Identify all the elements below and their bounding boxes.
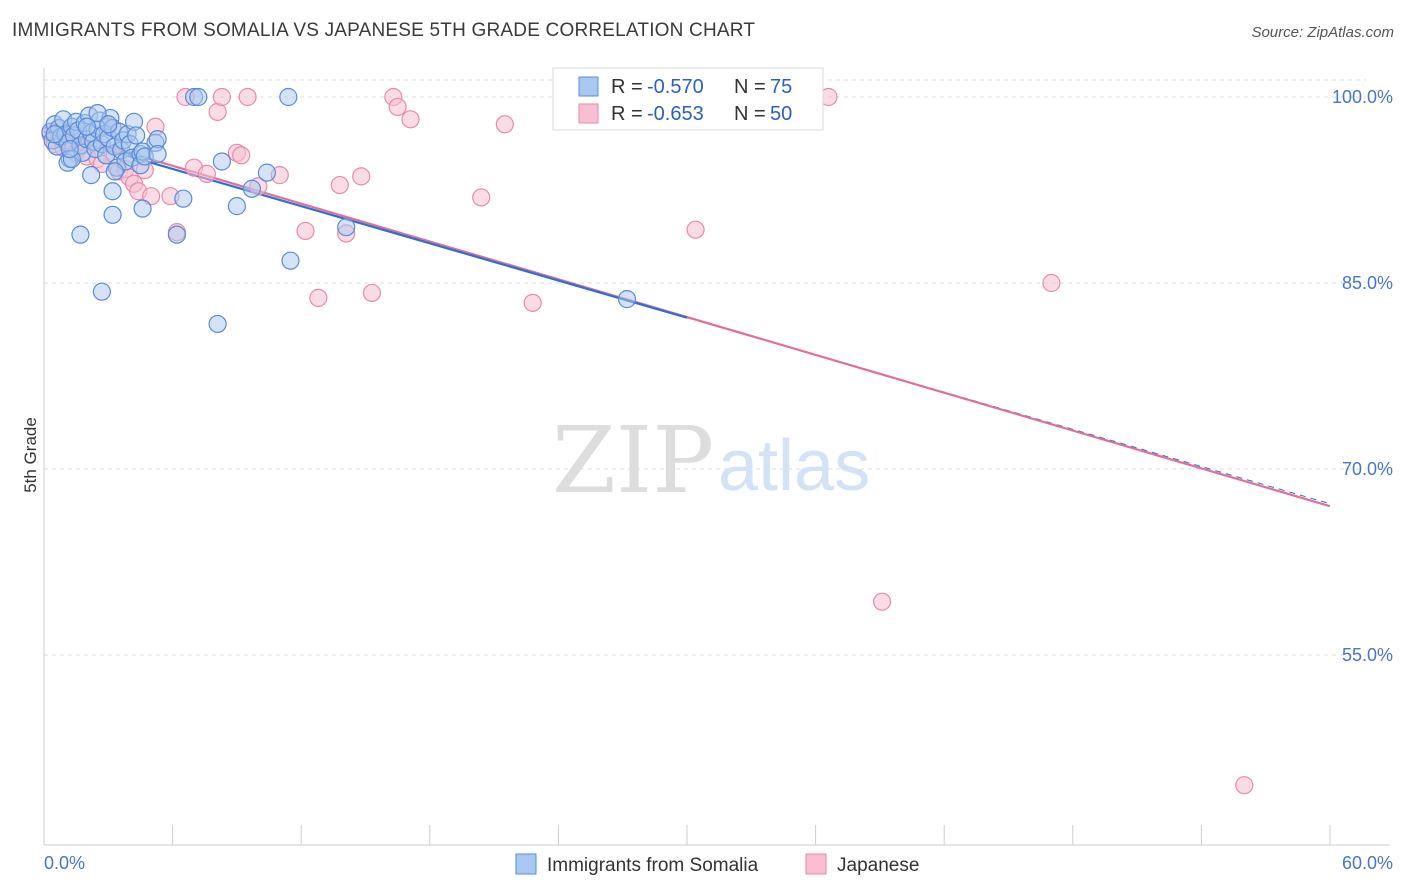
point-somalia-58 [133,199,152,218]
point-somalia-46 [82,166,101,185]
point-somalia-60 [167,225,186,244]
point-somalia-66 [242,179,262,198]
point-japanese-20 [142,187,161,206]
point-somalia-40 [127,126,146,145]
y-tick-labels: 55.0% 70.0% 85.0% 100.0% [1332,87,1393,665]
legend-swatch-somalia [578,76,599,97]
legend-r-value-somalia: -0.570 [647,76,704,98]
point-japanese-30 [232,146,251,165]
watermark: ZIP atlas [552,407,870,514]
legend-r-value-japanese: -0.653 [647,103,704,125]
point-somalia-63 [189,87,208,107]
legend-n-value-somalia: 75 [770,76,792,98]
point-somalia-55 [99,115,118,134]
legend-r-label-somalia: R = [611,76,643,98]
point-somalia-59 [148,144,167,164]
point-somalia-67 [257,163,277,182]
x-tick-label-1: 60.0% [1342,853,1393,873]
point-somalia-70 [337,218,356,237]
point-japanese-42 [401,110,420,129]
chart-source: Source: ZipAtlas.com [1251,24,1394,41]
point-japanese-49 [1042,273,1061,293]
point-japanese-38 [352,167,371,186]
y-tick-label-3: 100.0% [1332,87,1393,107]
point-japanese-45 [523,293,542,312]
y-tick-label-0: 55.0% [1342,645,1393,665]
legend-r-label-japanese: R = [611,103,643,125]
bottom-legend-somalia: Immigrants from Somalia [547,855,759,876]
point-japanese-44 [495,115,514,134]
legend-swatch-japanese [578,103,599,124]
point-somalia-47 [105,162,124,181]
watermark-atlas: atlas [718,426,870,506]
point-japanese-46 [686,220,705,239]
point-somalia-61 [174,189,193,208]
point-somalia-74 [45,125,64,144]
point-japanese-28 [212,87,231,107]
point-somalia-54 [88,104,107,123]
point-japanese-34 [296,221,315,241]
watermark-zip: ZIP [552,407,714,514]
legend-n-value-japanese: 50 [770,103,792,125]
bottom-legend-japanese: Japanese [837,855,919,876]
point-somalia-53 [77,117,96,136]
point-somalia-71 [92,282,111,301]
point-somalia-56 [71,225,90,244]
point-japanese-48 [872,592,892,611]
series-somalia [41,87,637,334]
chart-title: IMMIGRANTS FROM SOMALIA VS JAPANESE 5TH … [12,20,756,41]
point-japanese-41 [388,97,407,117]
point-japanese-43 [472,188,491,207]
legend-box: R = -0.570 N = 75 R = -0.653 N = 50 [552,67,824,131]
point-somalia-57 [103,205,122,224]
grid-lines [44,79,1366,656]
point-somalia-73 [617,290,637,309]
y-tick-label-1: 70.0% [1342,459,1393,479]
point-japanese-36 [330,175,349,195]
y-tick-label-2: 85.0% [1342,273,1393,293]
point-somalia-72 [208,314,227,334]
point-somalia-65 [227,197,246,216]
point-japanese-39 [362,283,382,303]
point-somalia-64 [212,152,231,171]
legend-n-label-somalia: N = [734,76,766,98]
bottom-legend: Immigrants from Somalia Japanese [515,853,919,876]
point-somalia-52 [60,139,79,159]
bottom-legend-swatch-japanese [805,853,827,875]
axes [43,68,1390,846]
point-japanese-35 [309,288,328,307]
point-somalia-69 [281,251,300,270]
point-japanese-50 [1235,776,1254,795]
x-tick-labels: 0.0% 60.0% [44,853,1393,873]
bottom-legend-swatch-somalia [515,853,537,875]
y-axis-label: 5th Grade [21,417,40,493]
point-japanese-31 [238,87,257,107]
point-japanese-26 [197,164,216,183]
x-tick-label-0: 0.0% [44,853,85,873]
point-somalia-68 [279,87,298,107]
legend-n-label-japanese: N = [734,103,766,125]
point-somalia-48 [103,182,122,201]
